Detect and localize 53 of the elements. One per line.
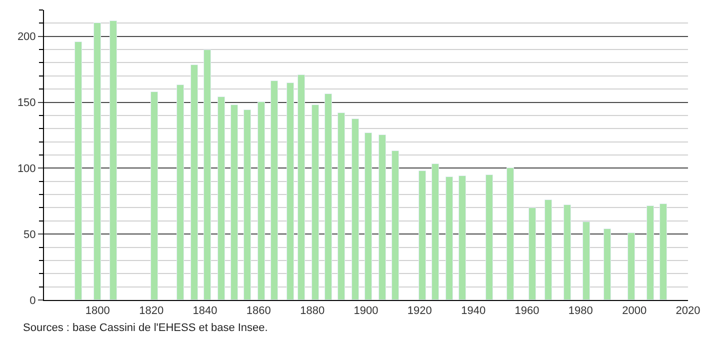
x-tick-label: 1960 [514,305,540,318]
bar [364,132,372,300]
y-tick-label: 0 [30,294,36,307]
x-tick-label: 1860 [246,305,271,318]
bar [628,232,635,300]
bar [312,104,319,300]
bar [298,74,305,300]
bar [446,176,453,300]
bar [324,94,332,300]
bar [218,96,225,300]
bar [660,204,667,300]
x-tick-label: 1920 [407,305,432,318]
bar [392,150,399,300]
y-tick-label: 200 [17,31,36,44]
bar [544,200,552,300]
x-tick-label: 1980 [568,305,593,318]
bar [338,112,345,300]
bar [190,64,198,300]
bar [582,222,590,300]
source-note: Sources : base Cassini de l'EHESS et base Insee. [23,322,268,334]
bar [564,204,571,300]
x-tick-label: 2020 [676,305,700,318]
bar [286,82,294,300]
x-tick-label: 1820 [139,305,164,318]
bar [94,22,101,300]
x-tick-label: 1840 [192,305,218,318]
bar [74,42,82,300]
x-tick-label: 1800 [85,305,110,318]
bar [204,50,211,300]
bar [176,84,184,300]
bar [244,110,251,300]
y-tick-label: 150 [17,97,36,110]
bar [352,118,359,300]
bar [230,104,238,300]
bar [418,170,426,300]
bar [270,80,278,300]
bar [646,206,654,300]
bar [486,174,493,300]
bar [378,134,386,300]
x-tick-label: 1900 [354,305,378,318]
y-tick-label: 50 [24,228,36,241]
bar [528,208,536,300]
bar [110,20,117,300]
x-tick-label: 1940 [461,305,486,318]
bar [432,164,439,300]
bar [150,92,158,300]
x-tick-label: 1880 [300,305,325,318]
bar [506,168,514,300]
x-tick-label: 2000 [622,305,647,318]
y-tick-label: 100 [17,163,36,176]
bar [258,102,265,300]
bar [458,176,466,300]
bar [604,228,611,300]
